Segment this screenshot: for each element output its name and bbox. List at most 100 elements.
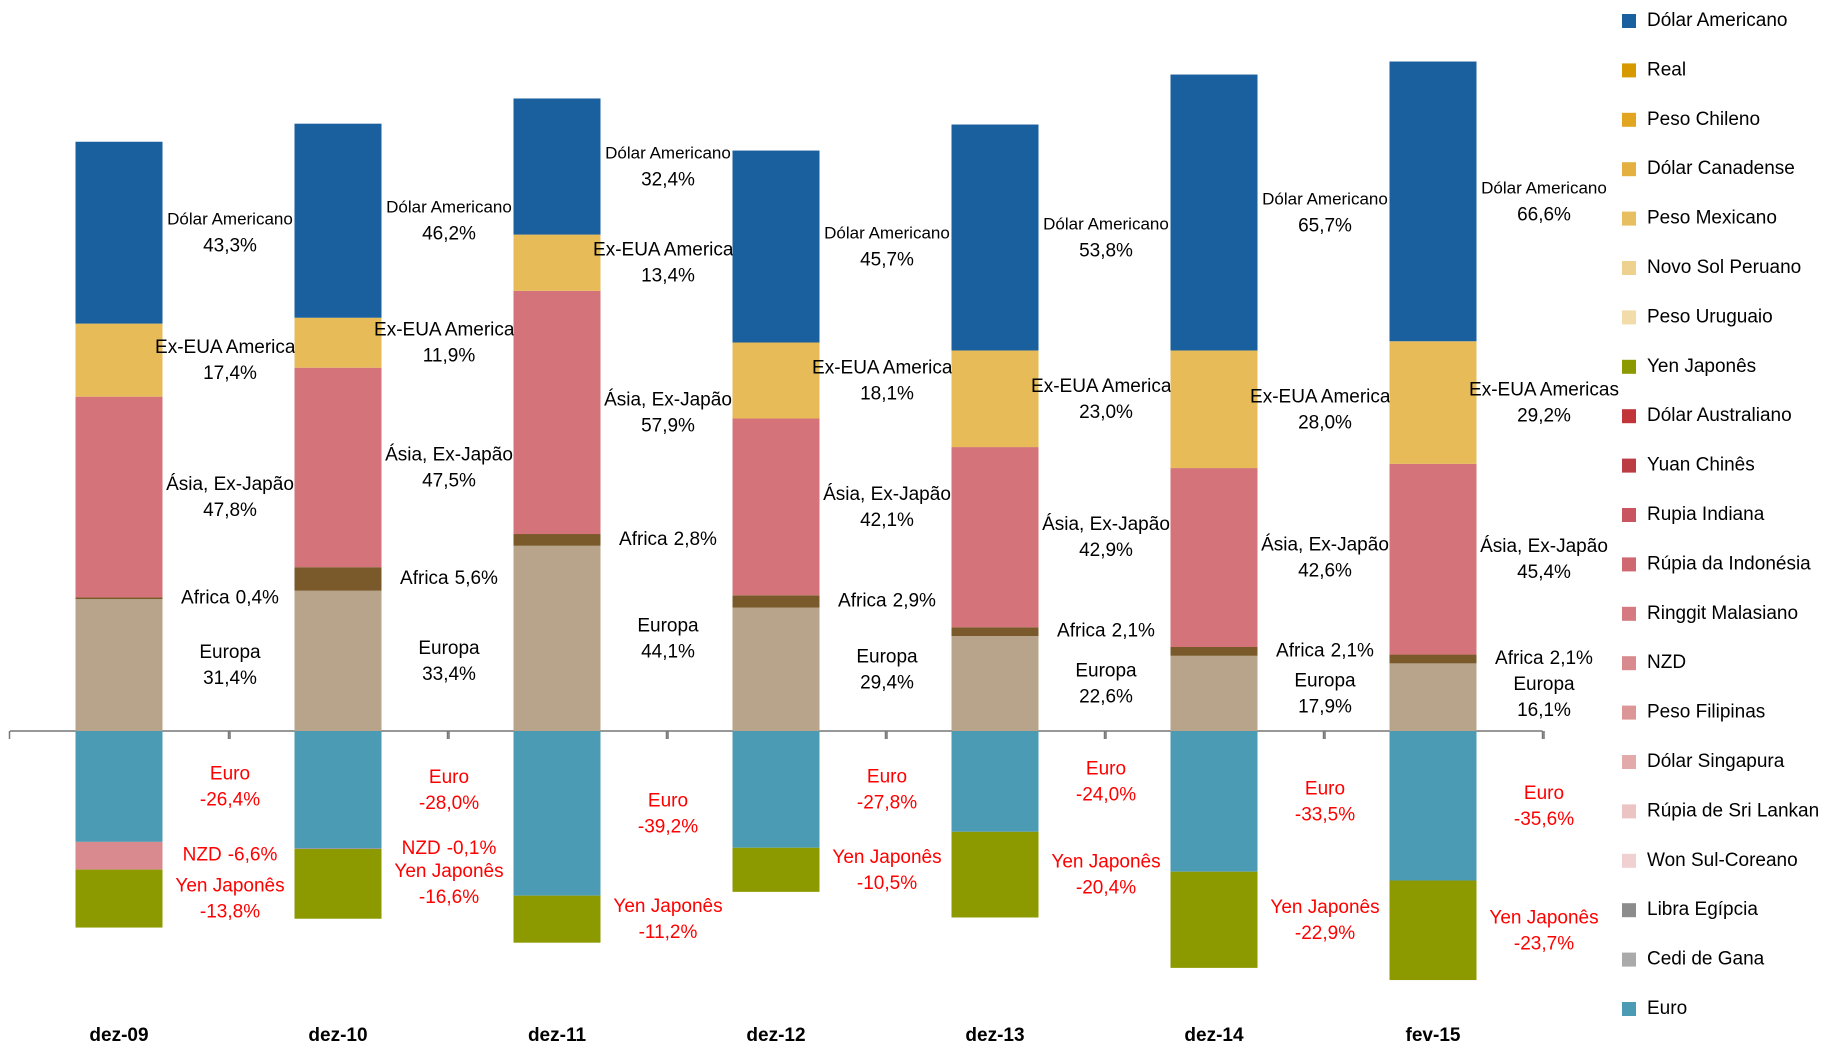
legend-label: Yuan Chinês <box>1647 455 1755 476</box>
label-name: Europa <box>637 615 699 636</box>
data-label: Africa 2,8% <box>619 529 717 550</box>
label-name: Ex-EUA Americas <box>1469 380 1619 401</box>
label-value: 44,1% <box>641 641 695 662</box>
label-name: Europa <box>199 642 261 663</box>
bar-segment <box>1170 871 1258 968</box>
legend-swatch <box>1622 903 1636 918</box>
label-name: Euro <box>1086 758 1126 779</box>
label-value: 11,9% <box>423 346 476 367</box>
bar-segment <box>951 350 1039 448</box>
legend-swatch <box>1622 705 1636 720</box>
label-name: Africa <box>1276 640 1325 661</box>
x-tick-label: dez-10 <box>308 1025 367 1046</box>
bar-segment <box>1170 350 1258 469</box>
label-name: Europa <box>1294 670 1356 691</box>
bar-segment <box>1389 880 1477 981</box>
legend-label: Cedi de Gana <box>1647 949 1765 970</box>
label-name: Dólar Americano <box>824 224 950 243</box>
bar-segment <box>294 731 382 849</box>
bar-segment <box>294 849 382 919</box>
label-value: 47,5% <box>422 470 476 491</box>
legend-swatch <box>1622 508 1636 522</box>
label-name: Yen Japonês <box>175 876 284 897</box>
label-name: Europa <box>1513 674 1575 695</box>
label-value: -23,7% <box>1514 933 1574 954</box>
data-label: Dólar Americano 65,7% <box>1262 190 1388 237</box>
label-name: Euro <box>429 767 469 788</box>
data-label: Yen Japonês -13,8% <box>175 876 284 923</box>
bar-segment <box>513 234 601 291</box>
legend-label: Dólar Canadense <box>1647 158 1795 179</box>
data-label: Dólar Americano 43,3% <box>167 210 293 257</box>
label-value: 2,1% <box>1331 640 1374 661</box>
bar-segment <box>294 590 382 731</box>
data-label: Yen Japonês -20,4% <box>1051 852 1160 899</box>
bar-segment <box>1389 663 1477 731</box>
label-value: 46,2% <box>422 224 476 245</box>
bar-segment <box>1389 61 1477 342</box>
label-value: 28,0% <box>1298 412 1352 433</box>
label-name: Dólar Americano <box>1262 190 1388 209</box>
data-label: Euro -24,0% <box>1076 758 1136 805</box>
data-label: Europa 33,4% <box>418 638 480 685</box>
data-label: Ásia, Ex-Japão 47,5% <box>385 444 513 491</box>
legend-label: Peso Chileno <box>1647 109 1760 130</box>
label-value: 13,4% <box>641 266 695 287</box>
bar-segment <box>951 636 1039 731</box>
legend-swatch <box>1622 359 1636 374</box>
data-label: Africa 5,6% <box>400 568 498 589</box>
x-tick-label: fev-15 <box>1406 1025 1461 1046</box>
label-value: 18,1% <box>860 384 914 405</box>
bar-segment <box>294 848 382 850</box>
label-name: Dólar Americano <box>386 198 512 217</box>
data-label: Europa 16,1% <box>1513 674 1575 721</box>
bar-segment <box>294 367 382 568</box>
label-name: NZD <box>402 838 441 859</box>
label-name: Yen Japonês <box>832 847 941 868</box>
label-name: Dólar Americano <box>605 144 731 163</box>
label-value: -35,6% <box>1514 809 1574 830</box>
bar-segment <box>513 290 601 535</box>
data-label: Europa 22,6% <box>1075 661 1137 708</box>
data-label: Ex-EUA Americas 17,4% <box>155 337 305 384</box>
data-label: Dólar Americano 45,7% <box>824 224 950 271</box>
label-name: Ex-EUA Americas <box>812 358 962 379</box>
label-name: Africa <box>1495 648 1544 669</box>
label-value: 57,9% <box>641 415 695 436</box>
label-name: Yen Japonês <box>1051 852 1160 873</box>
legend-label: Peso Uruguaio <box>1647 306 1773 327</box>
label-value: 31,4% <box>203 668 257 689</box>
legend-label: Ringgit Malasiano <box>1647 603 1798 624</box>
legend-label: Dólar Singapura <box>1647 751 1785 772</box>
bar-segment <box>1170 655 1258 731</box>
label-name: Ásia, Ex-Japão <box>1042 514 1170 535</box>
label-name: Europa <box>856 646 918 667</box>
label-value: 53,8% <box>1079 241 1133 262</box>
bar-segment <box>732 731 820 848</box>
label-value: 29,4% <box>860 672 914 693</box>
x-tick-label: dez-11 <box>528 1025 587 1046</box>
bar-segment <box>1389 463 1477 655</box>
x-tick-label: dez-09 <box>89 1025 148 1046</box>
bar-segment <box>75 323 163 397</box>
label-name: Euro <box>210 763 250 784</box>
data-label: Europa 31,4% <box>199 642 261 689</box>
label-value: 29,2% <box>1517 406 1571 427</box>
bar-segment <box>513 98 601 235</box>
label-name: Africa <box>181 587 230 608</box>
label-value: -26,4% <box>200 789 260 810</box>
label-value: 5,6% <box>455 568 498 589</box>
label-name: Ásia, Ex-Japão <box>823 484 951 505</box>
label-name: Euro <box>1305 778 1345 799</box>
label-name: Ex-EUA Americas <box>1250 386 1400 407</box>
label-value: -28,0% <box>419 793 479 814</box>
data-label: Ex-EUA Americas 29,2% <box>1469 380 1619 427</box>
label-name: Yen Japonês <box>1270 897 1379 918</box>
data-label: Yen Japonês -10,5% <box>832 847 941 894</box>
label-value: -27,8% <box>857 792 917 813</box>
label-value: 22,6% <box>1079 687 1133 708</box>
bar-segment <box>294 123 382 318</box>
legend-swatch <box>1622 211 1636 226</box>
data-label: Ex-EUA Americas 13,4% <box>593 240 743 287</box>
